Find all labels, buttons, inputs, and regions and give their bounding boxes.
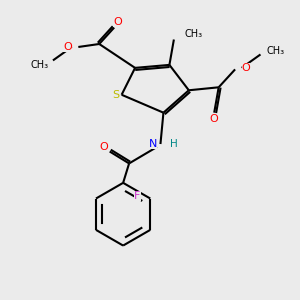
Text: S: S [113, 90, 120, 100]
Text: O: O [63, 42, 72, 52]
Text: CH₃: CH₃ [30, 60, 49, 70]
Text: N: N [149, 139, 158, 149]
Text: F: F [134, 190, 141, 200]
Text: O: O [99, 142, 108, 152]
Text: O: O [242, 63, 250, 73]
Text: O: O [210, 114, 219, 124]
Text: O: O [113, 17, 122, 28]
Text: CH₃: CH₃ [184, 28, 202, 38]
Text: H: H [170, 139, 178, 149]
Text: CH₃: CH₃ [266, 46, 285, 56]
